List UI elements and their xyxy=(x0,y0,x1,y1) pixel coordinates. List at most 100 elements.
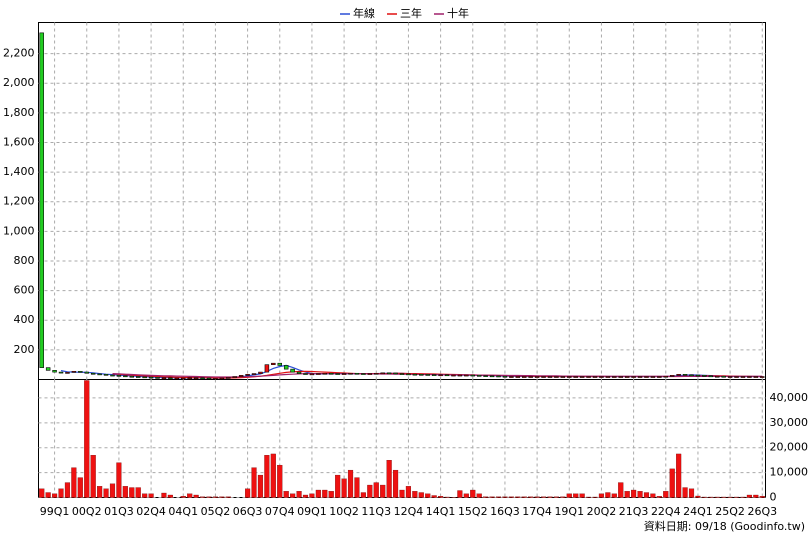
candle xyxy=(232,376,237,378)
volume-bar xyxy=(399,489,405,498)
candle xyxy=(747,376,752,378)
candle xyxy=(431,374,437,376)
volume-panel xyxy=(38,379,766,498)
volume-bar xyxy=(669,468,675,498)
candle xyxy=(682,374,688,376)
candle xyxy=(123,375,128,378)
volume-bar xyxy=(58,488,64,498)
volume-bar xyxy=(759,496,765,498)
candle xyxy=(142,376,147,379)
candle xyxy=(631,376,636,378)
candle xyxy=(470,374,475,377)
candle xyxy=(245,374,250,376)
volume-bar xyxy=(637,491,643,498)
volume-bar xyxy=(483,496,489,498)
candle xyxy=(489,375,495,378)
x-tick-label: 11Q3 xyxy=(361,505,391,518)
volume-bar xyxy=(676,453,682,498)
x-tick-label: 24Q1 xyxy=(683,505,713,518)
volume-bar xyxy=(64,482,71,498)
volume-bar xyxy=(746,494,752,498)
candle xyxy=(702,375,707,377)
candle xyxy=(303,373,308,375)
candle xyxy=(419,374,424,376)
volume-bar xyxy=(386,460,392,498)
candle xyxy=(328,372,334,375)
footer: 資料日期: 09/18 (Goodinfo.tw) xyxy=(644,519,805,533)
candle xyxy=(464,374,469,377)
candle xyxy=(348,372,353,375)
candle xyxy=(168,377,173,380)
x-tick-label: 09Q1 xyxy=(297,505,327,518)
volume-bar xyxy=(656,496,662,498)
x-tick-label: 15Q2 xyxy=(458,505,488,518)
volume-bar xyxy=(90,455,96,498)
candle xyxy=(116,375,122,377)
volume-bar xyxy=(109,483,116,498)
x-tick-label: 16Q3 xyxy=(490,505,520,518)
x-tick-label: 21Q3 xyxy=(619,505,649,518)
candle xyxy=(612,376,617,378)
x-tick-label: 10Q2 xyxy=(329,505,359,518)
volume-bar xyxy=(470,489,476,498)
candle xyxy=(509,376,514,378)
volume-bar xyxy=(360,492,366,498)
volume-bar xyxy=(566,493,572,498)
volume-bar xyxy=(122,486,128,498)
x-tick-label: 06Q3 xyxy=(233,505,263,518)
x-tick-label: 22Q4 xyxy=(651,505,681,518)
volume-bar xyxy=(315,489,321,498)
volume-bar xyxy=(135,487,141,498)
x-tick-label: 02Q4 xyxy=(136,505,166,518)
volume-bar xyxy=(322,489,328,498)
candle xyxy=(406,373,411,376)
candle xyxy=(219,377,225,380)
x-tick-label: 01Q3 xyxy=(104,505,134,518)
candle xyxy=(554,376,559,378)
candle xyxy=(58,371,64,374)
candle xyxy=(193,377,199,380)
volume-bar xyxy=(309,493,315,498)
volume-bar xyxy=(193,494,199,498)
candle xyxy=(522,376,527,378)
volume-bar xyxy=(167,494,173,498)
volume-bar xyxy=(187,493,193,498)
volume-bar xyxy=(753,494,759,498)
x-tick-label: 19Q1 xyxy=(554,505,584,518)
candle xyxy=(290,368,295,373)
candle xyxy=(444,374,450,377)
volume-bar xyxy=(354,477,360,498)
volume-bar xyxy=(77,477,83,498)
candle xyxy=(567,376,572,378)
volume-bar xyxy=(534,496,540,498)
volume-bar xyxy=(97,486,103,498)
legend-label: 三年 xyxy=(400,6,422,20)
candle xyxy=(657,376,662,378)
volume-bar xyxy=(270,453,276,498)
candle xyxy=(181,377,186,380)
volume-bar xyxy=(624,491,630,498)
candle xyxy=(579,376,585,378)
candle xyxy=(740,376,746,378)
candle xyxy=(586,376,591,378)
volume-bar xyxy=(508,496,514,498)
candle xyxy=(560,376,566,378)
candle xyxy=(322,372,328,375)
candle xyxy=(155,377,160,379)
candle xyxy=(361,373,366,375)
volume-bar xyxy=(515,496,521,498)
candle xyxy=(547,376,553,378)
volume-bar xyxy=(598,493,605,498)
candle xyxy=(393,372,398,375)
candle xyxy=(534,376,540,378)
candle xyxy=(251,373,257,375)
candle xyxy=(637,376,643,378)
candle xyxy=(592,376,598,378)
candle xyxy=(541,376,546,378)
volume-bar xyxy=(688,488,695,498)
volume-bar xyxy=(367,484,373,498)
volume-bar xyxy=(553,496,559,498)
x-tick-label: 14Q1 xyxy=(426,505,456,518)
volume-bar xyxy=(663,491,669,498)
x-tick-label: 17Q4 xyxy=(522,505,552,518)
